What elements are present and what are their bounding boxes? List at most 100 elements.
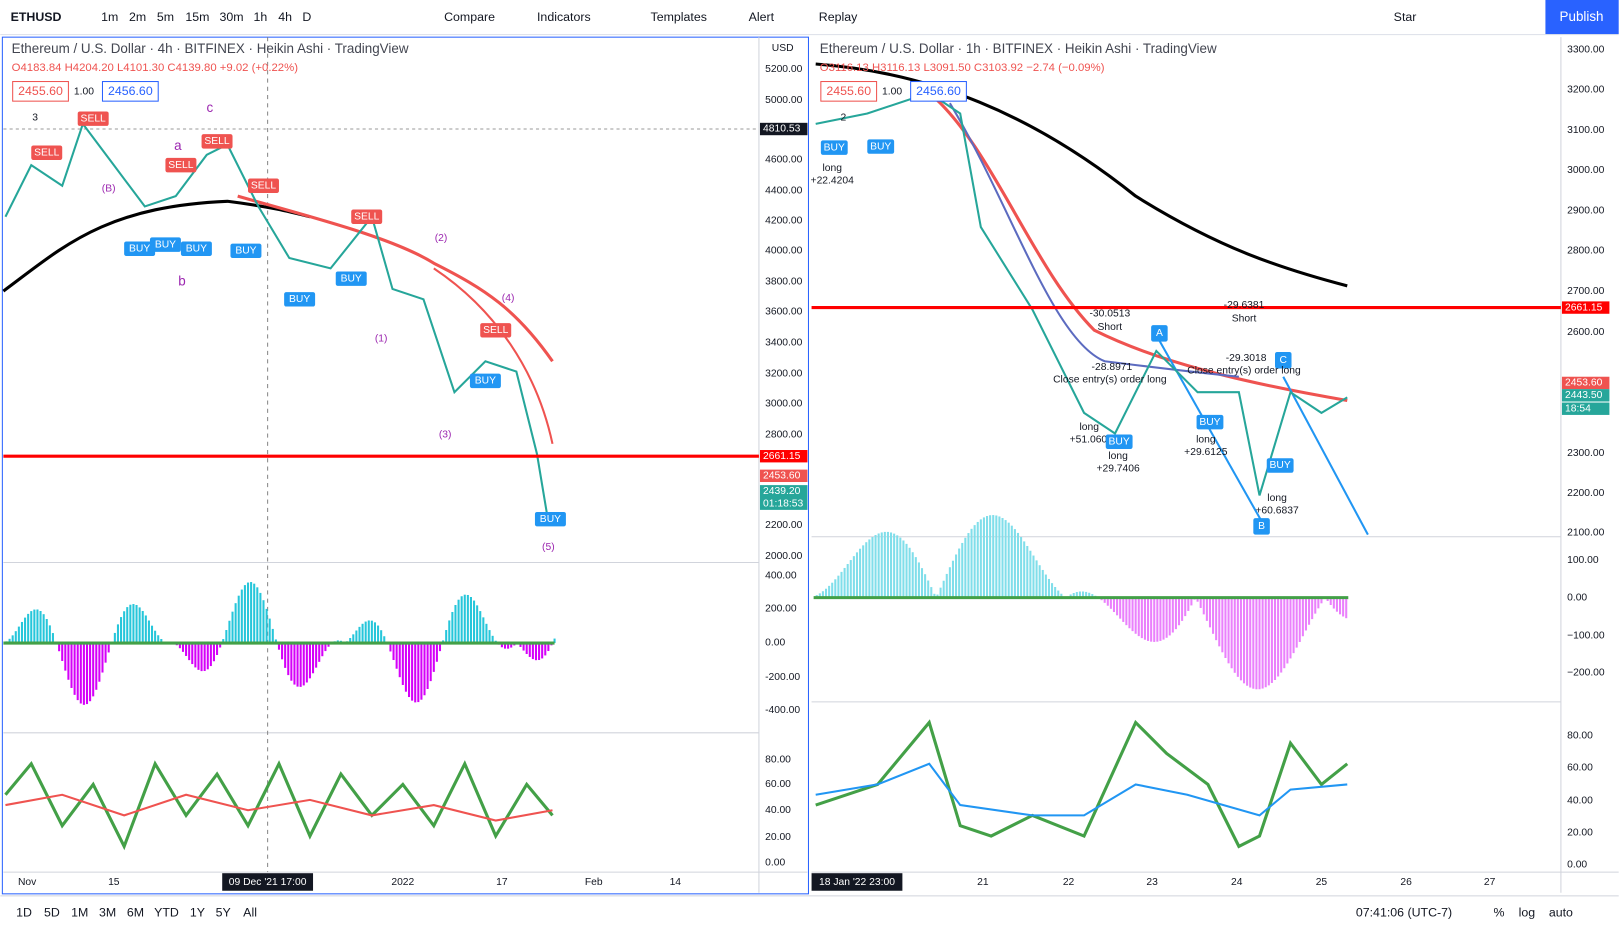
hist-bar (942, 580, 945, 598)
signal-box (1196, 414, 1224, 430)
signal-box (335, 271, 367, 286)
interval[interactable]: 2m (129, 10, 146, 24)
time-tick: 27 (1484, 877, 1496, 888)
price-label: 2453.60 (763, 471, 801, 482)
hist-bar (1171, 597, 1174, 633)
publish-label[interactable]: Publish (1560, 9, 1604, 24)
price-tick: 3400.00 (765, 337, 803, 348)
signal: SELL (168, 160, 193, 171)
interval[interactable]: 15m (185, 10, 209, 24)
interval[interactable]: 4h (278, 10, 292, 24)
publish-button[interactable] (1545, 0, 1619, 35)
signal-box (201, 134, 233, 149)
range-button[interactable]: All (243, 906, 257, 920)
hist-bar (1004, 520, 1007, 598)
hist-bar (58, 643, 61, 652)
signal: SELL (34, 147, 59, 158)
hist-bar (1280, 597, 1283, 673)
toolbar-button[interactable]: Star (1394, 10, 1417, 24)
auto-toggle[interactable]: auto (1549, 906, 1573, 920)
toolbar-button[interactable]: Templates (651, 10, 707, 24)
interval[interactable]: 1m (101, 10, 118, 24)
hist-bar (349, 638, 352, 644)
hist-bar (961, 542, 964, 598)
wave-label: (4) (502, 293, 515, 304)
hist-bar (1311, 597, 1314, 620)
signal: BUY (1109, 436, 1130, 447)
signal-box (284, 292, 316, 307)
hist-bar (1081, 591, 1085, 598)
hist-bar (958, 548, 961, 598)
price-tick: 2800.00 (765, 429, 803, 440)
trade-label: -30.0513 (1089, 308, 1130, 319)
range-button[interactable]: 6M (127, 906, 144, 920)
hist-bar (1060, 593, 1063, 598)
price-label-box (1561, 301, 1610, 314)
range-button[interactable]: 3M (99, 906, 116, 920)
hist-bar (1304, 597, 1307, 631)
log-toggle[interactable]: log (1519, 906, 1536, 920)
symbol[interactable]: ETHUSD (11, 10, 62, 24)
interval[interactable]: 5m (157, 10, 174, 24)
interval[interactable]: 30m (219, 10, 243, 24)
hist-bar (503, 643, 507, 649)
toolbar-button[interactable]: Alert (749, 10, 775, 24)
indicator-count[interactable]: 3 (32, 112, 38, 123)
hist-bar (1029, 550, 1032, 598)
wave-label: b (178, 273, 185, 288)
range-button[interactable]: 5D (44, 906, 60, 920)
osc-tick: 200.00 (765, 604, 797, 615)
price-label-box (759, 450, 808, 463)
hist-bar (64, 643, 67, 671)
hist-bar (1317, 597, 1320, 609)
trade-label: Close entry(s) order long (1187, 365, 1301, 376)
price-tick: 3000.00 (765, 398, 803, 409)
hist-bar (1023, 541, 1026, 598)
range-button[interactable]: 1M (71, 906, 88, 920)
range-button[interactable]: 1Y (190, 906, 205, 920)
hist-bar (852, 556, 855, 598)
trade-label: long (1079, 422, 1099, 433)
toolbar-button[interactable]: Compare (444, 10, 495, 24)
hist-bar (200, 643, 203, 672)
hist-bar (290, 643, 293, 681)
price-tick: 2300.00 (1567, 448, 1605, 459)
hist-bar (1190, 597, 1193, 606)
hist-bar (1125, 597, 1128, 626)
interval[interactable]: 1h (254, 10, 268, 24)
range-button[interactable]: 5Y (216, 906, 231, 920)
indicator-count[interactable]: 2 (840, 112, 846, 123)
trade-label: Close entry(s) order long (1053, 375, 1167, 386)
hist-bar (939, 587, 942, 598)
hist-bar (507, 643, 510, 649)
time-tick: 21 (977, 877, 989, 888)
hist-bar (293, 643, 296, 685)
signal: SELL (204, 136, 229, 147)
toolbar-button[interactable]: Indicators (537, 10, 591, 24)
toolbar-button[interactable]: Replay (819, 10, 858, 24)
hist-bar (1227, 597, 1230, 664)
osc-tick: -200.00 (765, 672, 800, 683)
hist-bar (92, 643, 95, 697)
percent-toggle[interactable]: % (1493, 906, 1504, 920)
hist-bar (1286, 597, 1289, 664)
hist-bar (120, 617, 123, 644)
hist-bar (837, 575, 840, 598)
hist-bar (302, 643, 305, 686)
hist-bar (1091, 594, 1094, 598)
hist-bar (157, 635, 160, 644)
interval[interactable]: D (302, 10, 311, 24)
hist-bar (126, 607, 129, 644)
price-tick: 2600.00 (1567, 327, 1605, 338)
hist-bar (473, 600, 476, 644)
hist-bar (308, 643, 311, 679)
hist-bar (893, 533, 896, 598)
hist-bar (1134, 597, 1137, 634)
trade-label: long (1108, 451, 1128, 462)
range-button[interactable]: YTD (154, 906, 179, 920)
hist-bar (1032, 555, 1035, 598)
price-label-box (759, 497, 808, 510)
hist-bar (361, 623, 364, 644)
hist-bar (914, 557, 917, 598)
range-button[interactable]: 1D (16, 906, 32, 920)
